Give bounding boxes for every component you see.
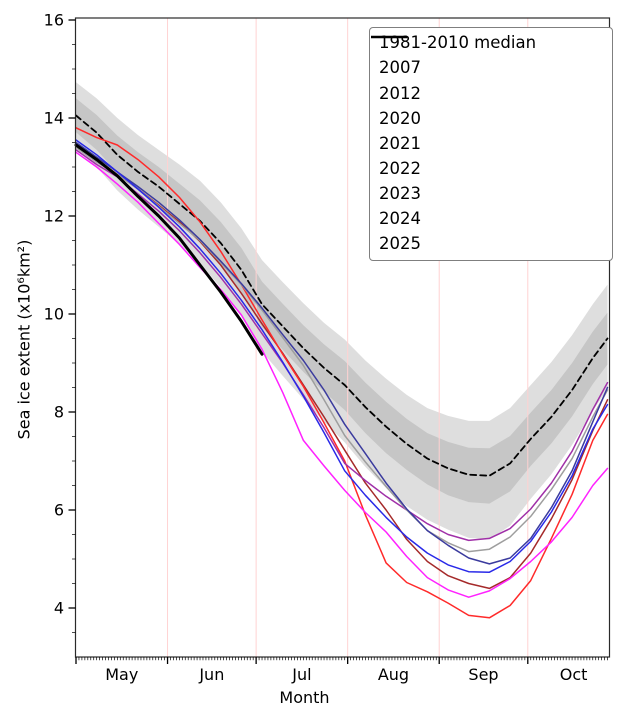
y-tick-label-6: 6 — [54, 501, 64, 520]
series-line-2021 — [75, 149, 609, 542]
series-line-2007 — [75, 144, 609, 590]
y-tick-label-14: 14 — [44, 109, 64, 128]
legend-item-2024: 2024 — [371, 36, 604, 232]
legend-label: 2021 — [379, 133, 421, 153]
y-axis-label: Sea ice extent (x10⁶km²) — [14, 239, 34, 440]
month-gridlines — [167, 18, 529, 657]
legend-item-2025: 2025 — [371, 35, 604, 257]
legend-item-2021: 2021 — [371, 36, 604, 156]
axis-ticks — [68, 19, 608, 664]
legend-item-2020: 2020 — [371, 36, 604, 131]
legend-label: 2023 — [379, 183, 421, 203]
series-line-2023 — [75, 141, 609, 565]
series-line-2024 — [75, 139, 609, 573]
legend-item-2022: 2022 — [371, 36, 604, 182]
y-tick-label-16: 16 — [44, 11, 64, 30]
legend-swatch-2025 — [371, 35, 407, 39]
series-line-2020 — [75, 151, 609, 598]
shaded-bands — [76, 82, 608, 540]
plot-frame — [74, 17, 611, 658]
x-tick-label-oct: Oct — [560, 665, 588, 684]
y-tick-label-8: 8 — [54, 403, 64, 422]
x-tick-label-jun: Jun — [198, 665, 224, 684]
series-line-2012 — [75, 127, 609, 619]
x-tick-label-sep: Sep — [468, 665, 498, 684]
series-line-1981-2010-median — [75, 114, 609, 477]
legend-label: 2012 — [379, 83, 421, 103]
axes-frame — [74, 17, 611, 658]
legend-label: 2022 — [379, 158, 421, 178]
legend-item-2012: 2012 — [371, 36, 604, 106]
legend-item-2023: 2023 — [371, 36, 604, 207]
legend: 1981-2010 median 2007 2012 2020 2021 2022 2023… — [369, 27, 613, 261]
legend-label: 2020 — [379, 108, 421, 128]
series-line-2025 — [74, 143, 264, 356]
series-line-2022 — [75, 146, 609, 553]
y-tick-label-12: 12 — [44, 207, 64, 226]
x-tick-label-jul: Jul — [291, 665, 311, 684]
legend-item-1981-2010-median: 1981-2010 median — [371, 31, 604, 56]
axis-tick-labels: May Jun Jul Aug Sep Oct 4 6 8 10 12 14 16 — [44, 11, 588, 685]
legend-label: 2025 — [379, 234, 421, 254]
x-tick-label-aug: Aug — [378, 665, 409, 684]
y-tick-label-4: 4 — [54, 599, 64, 618]
legend-item-2007: 2007 — [371, 36, 604, 81]
legend-label: 2024 — [379, 209, 421, 229]
x-axis-label: Month — [279, 688, 330, 707]
y-tick-label-10: 10 — [44, 305, 64, 324]
legend-label: 1981-2010 median — [379, 33, 537, 53]
legend-label: 2007 — [379, 58, 421, 78]
x-tick-label-may: May — [105, 665, 138, 684]
band-interdecile-range — [76, 82, 608, 540]
series-lines — [74, 114, 609, 619]
